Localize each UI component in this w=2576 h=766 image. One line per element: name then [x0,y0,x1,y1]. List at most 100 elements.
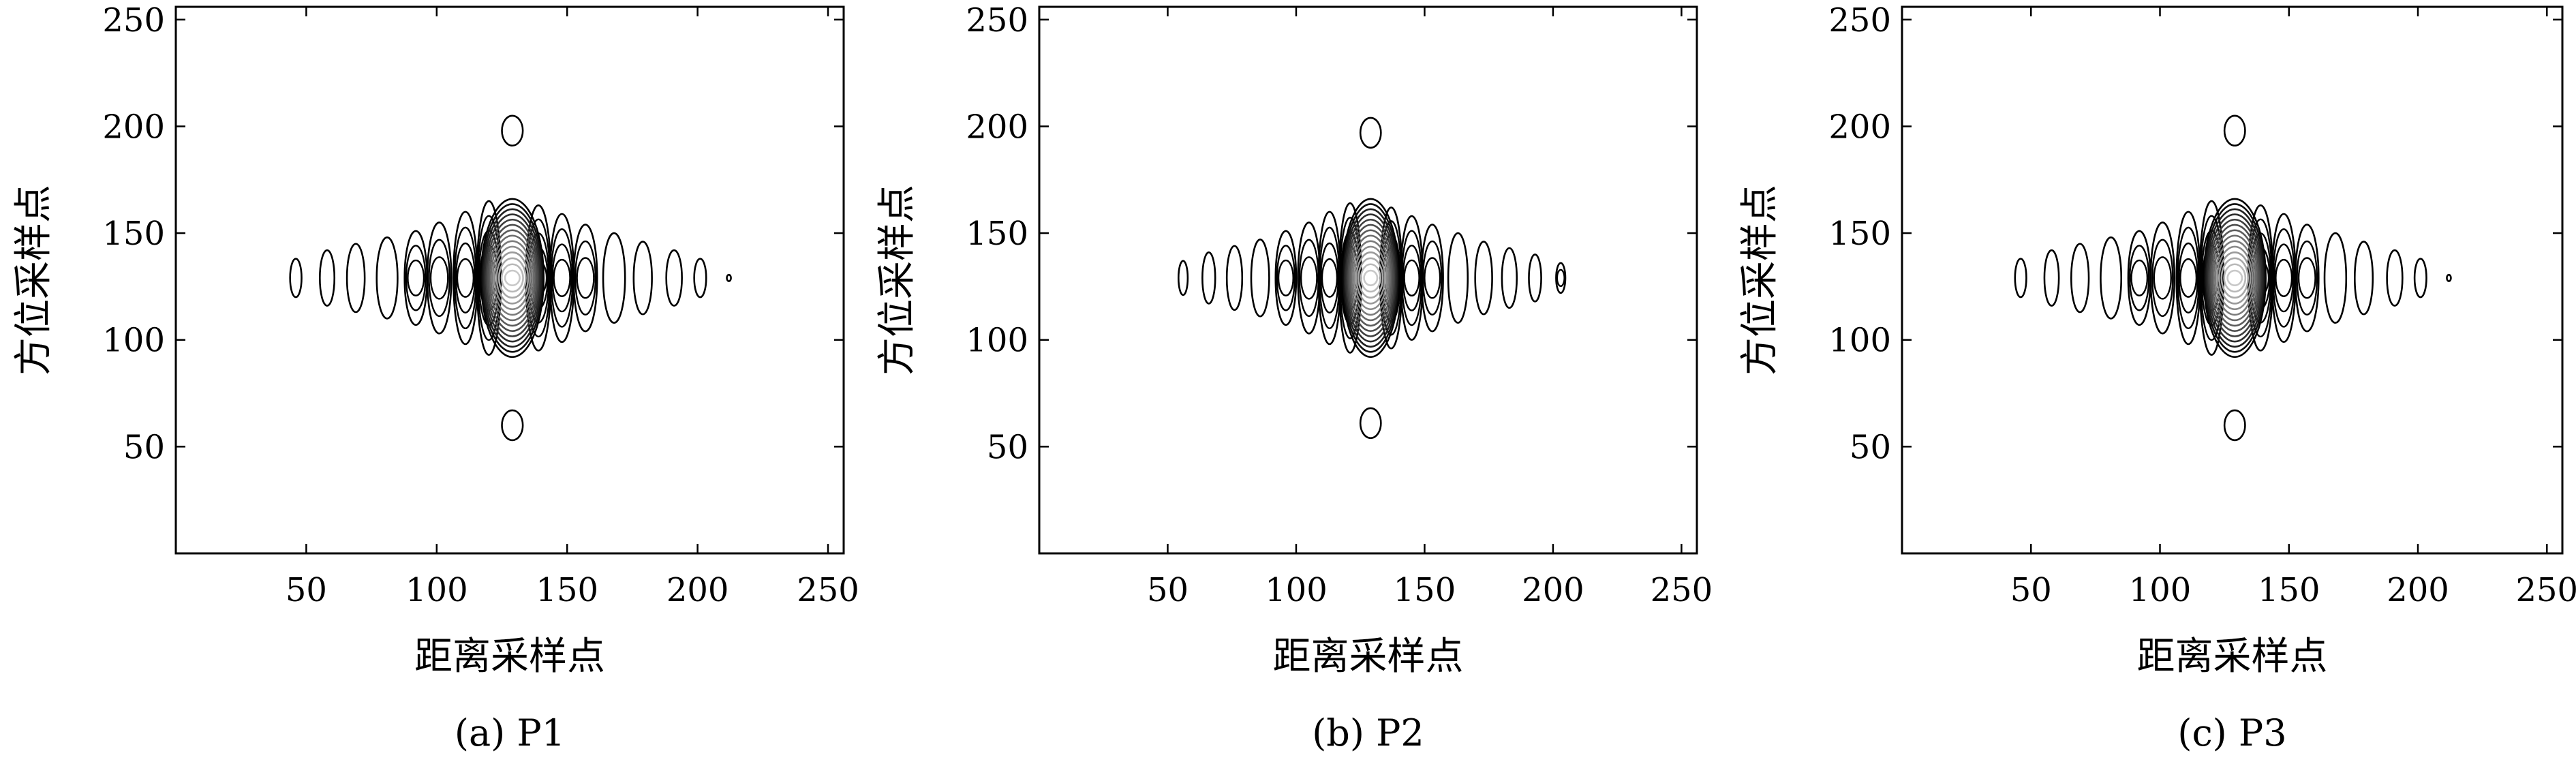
main-lobe-contour [1347,224,1394,333]
range-sidelobe-inner-contour [2273,243,2295,313]
range-sidelobe-inner-contour [407,259,425,296]
main-lobe-contour [484,213,541,343]
range-sidelobe-contour [1420,224,1444,333]
range-sidelobe-inner-contour [2297,257,2316,299]
main-lobe-contour [493,245,532,311]
plot-frame [1901,5,2564,555]
x-tick-label: 50 [1147,571,1189,609]
y-tick-label: 150 [966,215,1028,253]
x-tick-label: 200 [2387,571,2449,609]
range-sidelobe-inner-contour [2151,239,2174,318]
range-sidelobe-contour [375,236,399,320]
x-tick-label: 150 [536,571,598,609]
panel-caption: (b) P2 [1312,711,1424,754]
azimuth-sidelobe-contour [501,409,524,442]
main-lobe-contour [1350,234,1391,322]
range-sidelobe-inner-contour [1300,256,1318,300]
main-lobe-contour [504,269,521,286]
main-lobe-contour [2209,224,2260,333]
range-sidelobe-contour [319,249,336,307]
x-axis-title: 距离采样点 [2137,634,2328,679]
range-sidelobe-inner-contour [2179,258,2198,298]
main-lobe-contour [1358,257,1384,299]
main-lobe-contour [2204,203,2266,353]
x-tick-label: 250 [2515,571,2576,609]
main-lobe-contour [1351,240,1390,316]
plot-frame [174,5,845,555]
azimuth-sidelobe-contour [501,114,524,147]
main-lobe-contour [2207,213,2263,343]
range-sidelobe-inner-contour [576,257,595,299]
main-lobe-contour [491,240,533,316]
x-tick-label: 50 [2010,571,2052,609]
main-lobe-contour [495,251,530,305]
range-sidelobe-contour [1178,260,1189,296]
range-sidelobe-inner-contour [456,258,475,298]
range-sidelobe-inner-contour [1298,239,1319,318]
main-lobe-contour [488,229,536,327]
range-sidelobe-inner-contour [2130,259,2149,296]
main-lobe-contour [2214,240,2256,316]
range-sidelobe-inner-contour [551,243,572,313]
x-tick-label: 50 [286,571,327,609]
y-tick-label: 100 [1828,322,1891,360]
range-sidelobe-contour [2070,243,2090,313]
main-lobe-contour [1360,263,1381,293]
range-sidelobe-contour [289,258,303,298]
y-tick-label: 50 [987,428,1028,466]
main-lobe-contour [500,263,524,293]
main-lobe-contour [482,208,542,348]
panel-a: 50 100 150 200 250 50 100 150 200 250 距离采样点 方位采样点 (a… [12,1,859,754]
main-lobe-contour [497,257,527,299]
x-tick-label: 200 [666,571,729,609]
y-tick-label: 50 [1850,428,1891,466]
main-lobe-contour [1353,245,1388,311]
main-lobe-contour [2203,198,2267,358]
range-sidelobe-inner-contour [1422,240,1443,316]
range-sidelobe-contour [1528,254,1542,303]
x-tick-label: 250 [1651,571,1713,609]
range-sidelobe-inner-contour [2275,258,2293,297]
range-sidelobe-inner-contour [2296,240,2318,316]
range-sidelobe-contour [572,224,598,333]
main-lobe-contour [1355,251,1386,305]
range-sidelobe-inner-contour [455,242,476,313]
range-sidelobe-inner-contour [1276,245,1296,311]
x-axis-title: 距离采样点 [414,634,605,679]
range-sidelobe-inner-contour [2178,242,2199,313]
y-axis-title: 方位采样点 [12,185,56,376]
range-sidelobe-contour [2014,258,2027,298]
main-lobe-contour [481,203,544,353]
main-lobe-contour [2216,245,2254,311]
main-lobe-contour [487,224,538,333]
plot-frame [1038,5,1698,555]
main-lobe-contour [2211,229,2258,327]
main-lobe-contour [1343,203,1399,353]
range-sidelobe-inner-contour [428,239,450,318]
range-sidelobe-inner-contour [429,256,449,300]
main-lobe-contour [1349,229,1393,327]
range-sidelobe-contour [2149,221,2176,335]
y-tick-label: 100 [966,322,1028,360]
range-sidelobe-contour [2043,249,2060,307]
range-sidelobe-contour [2413,258,2427,298]
y-tick-label: 150 [102,215,165,253]
y-tick-label: 200 [1828,108,1891,146]
range-sidelobe-inner-contour [1402,245,1422,311]
panel-b: 50 100 150 200 250 50 100 150 200 250 距离采样点 方位采样点 (b… [875,1,1713,754]
range-sidelobe-inner-contour [1277,259,1294,296]
y-tick-label: 150 [1828,215,1891,253]
y-tick-label: 200 [966,108,1028,146]
main-lobe-contour [480,198,545,358]
range-sidelobe-inner-contour [1403,259,1420,297]
range-sidelobe-inner-contour [1424,257,1441,299]
range-sidelobe-contour [2100,236,2123,320]
range-sidelobe-inner-contour [2129,245,2150,311]
range-sidelobe-contour [2446,273,2452,282]
range-sidelobe-contour [2294,224,2320,333]
x-tick-label: 150 [2258,571,2320,609]
main-lobe-contour [2226,269,2243,286]
y-tick-label: 250 [102,1,165,40]
range-sidelobe-inner-contour [477,215,501,341]
panel-caption: (c) P3 [2177,711,2286,754]
